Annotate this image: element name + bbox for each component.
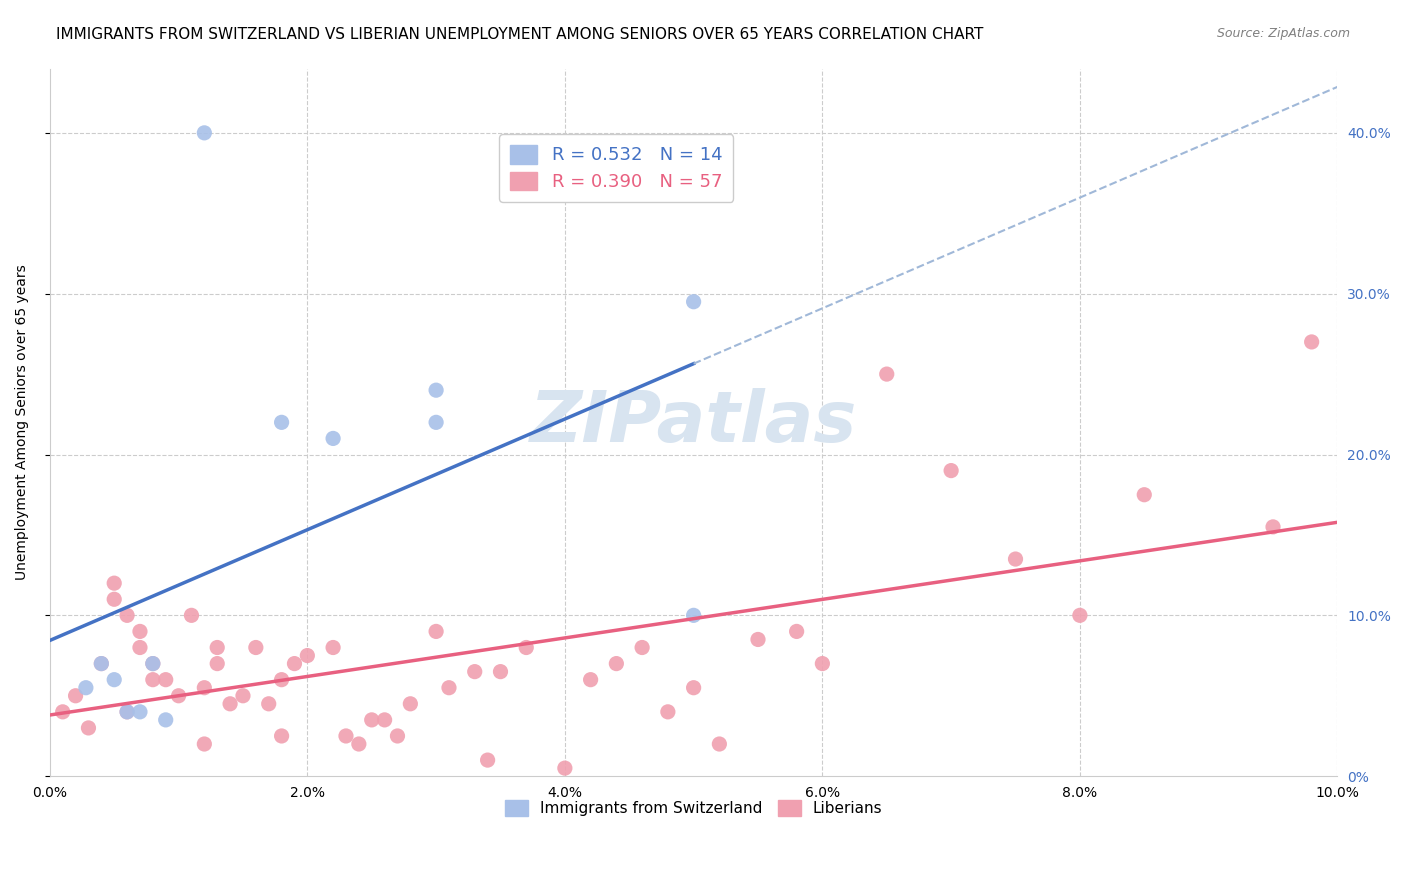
Point bbox=[811, 657, 834, 671]
Point bbox=[477, 753, 499, 767]
Point bbox=[322, 432, 344, 446]
Point bbox=[90, 657, 112, 671]
Text: IMMIGRANTS FROM SWITZERLAND VS LIBERIAN UNEMPLOYMENT AMONG SENIORS OVER 65 YEARS: IMMIGRANTS FROM SWITZERLAND VS LIBERIAN … bbox=[56, 27, 984, 42]
Point bbox=[193, 681, 215, 695]
Point bbox=[1004, 552, 1026, 566]
Point bbox=[335, 729, 357, 743]
Point bbox=[103, 592, 125, 607]
Point bbox=[682, 608, 704, 623]
Point bbox=[322, 640, 344, 655]
Point bbox=[374, 713, 396, 727]
Point bbox=[180, 608, 202, 623]
Point bbox=[682, 294, 704, 309]
Point bbox=[1133, 488, 1156, 502]
Point bbox=[464, 665, 486, 679]
Point bbox=[786, 624, 808, 639]
Point bbox=[425, 415, 447, 429]
Point bbox=[1301, 334, 1323, 349]
Point bbox=[605, 657, 627, 671]
Point bbox=[155, 673, 177, 687]
Point bbox=[232, 689, 254, 703]
Point bbox=[90, 657, 112, 671]
Point bbox=[75, 681, 97, 695]
Point bbox=[257, 697, 280, 711]
Point bbox=[579, 673, 602, 687]
Point bbox=[219, 697, 242, 711]
Point bbox=[193, 737, 215, 751]
Point bbox=[399, 697, 422, 711]
Text: Source: ZipAtlas.com: Source: ZipAtlas.com bbox=[1216, 27, 1350, 40]
Text: ZIPatlas: ZIPatlas bbox=[530, 388, 858, 457]
Point bbox=[65, 689, 87, 703]
Point bbox=[515, 640, 537, 655]
Point bbox=[939, 464, 962, 478]
Point bbox=[270, 673, 292, 687]
Point bbox=[129, 640, 152, 655]
Point bbox=[77, 721, 100, 735]
Point bbox=[142, 673, 165, 687]
Point bbox=[167, 689, 190, 703]
Point bbox=[876, 367, 898, 381]
Point bbox=[437, 681, 460, 695]
Point bbox=[747, 632, 769, 647]
Point bbox=[682, 681, 704, 695]
Point bbox=[142, 657, 165, 671]
Point bbox=[387, 729, 409, 743]
Legend: Immigrants from Switzerland, Liberians: Immigrants from Switzerland, Liberians bbox=[496, 791, 891, 825]
Point bbox=[115, 705, 138, 719]
Point bbox=[103, 576, 125, 591]
Point bbox=[347, 737, 370, 751]
Point bbox=[425, 383, 447, 397]
Y-axis label: Unemployment Among Seniors over 65 years: Unemployment Among Seniors over 65 years bbox=[15, 264, 30, 580]
Point bbox=[270, 729, 292, 743]
Point bbox=[360, 713, 382, 727]
Point bbox=[142, 657, 165, 671]
Point bbox=[129, 624, 152, 639]
Point bbox=[129, 705, 152, 719]
Point bbox=[425, 624, 447, 639]
Point bbox=[270, 415, 292, 429]
Point bbox=[1069, 608, 1091, 623]
Point bbox=[554, 761, 576, 775]
Point bbox=[297, 648, 319, 663]
Point bbox=[631, 640, 654, 655]
Point bbox=[1261, 520, 1284, 534]
Point bbox=[205, 640, 228, 655]
Point bbox=[115, 705, 138, 719]
Point bbox=[205, 657, 228, 671]
Point bbox=[657, 705, 679, 719]
Point bbox=[52, 705, 75, 719]
Point bbox=[245, 640, 267, 655]
Point bbox=[193, 126, 215, 140]
Point bbox=[489, 665, 512, 679]
Point bbox=[283, 657, 305, 671]
Point bbox=[709, 737, 731, 751]
Point bbox=[115, 608, 138, 623]
Point bbox=[103, 673, 125, 687]
Point bbox=[155, 713, 177, 727]
